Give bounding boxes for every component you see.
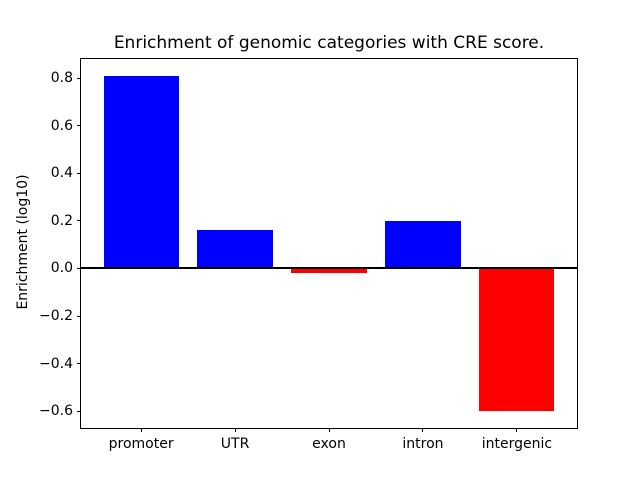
y-tick bbox=[77, 220, 81, 222]
x-tick-label-promoter: promoter bbox=[108, 436, 174, 452]
x-tick bbox=[516, 428, 518, 432]
x-tick bbox=[328, 428, 330, 432]
y-tick-label: −0.6 bbox=[39, 403, 73, 420]
x-tick bbox=[234, 428, 236, 432]
y-tick-label: 0.6 bbox=[50, 117, 73, 134]
x-tick bbox=[422, 428, 424, 432]
y-tick-label: 0.0 bbox=[50, 260, 73, 277]
x-tick-label-exon: exon bbox=[312, 436, 346, 452]
x-tick-label-intergenic: intergenic bbox=[481, 436, 553, 452]
bar-intron bbox=[385, 220, 461, 269]
chart-title: Enrichment of genomic categories with CR… bbox=[113, 33, 545, 53]
y-tick bbox=[77, 410, 81, 412]
y-tick-label: −0.4 bbox=[39, 355, 73, 372]
y-axis-label: Enrichment (log10) bbox=[15, 174, 31, 310]
bar-exon bbox=[291, 268, 367, 274]
plot-area: 0.8 0.6 0.4 0.2 0.0 −0.2 −0.4 −0.6 promoter UTR ex… bbox=[39, 58, 578, 452]
y-tick bbox=[77, 77, 81, 79]
bar-promoter bbox=[103, 75, 179, 269]
x-tick bbox=[140, 428, 142, 432]
y-tick-label: 0.8 bbox=[50, 70, 73, 87]
y-tick bbox=[77, 315, 81, 317]
y-tick bbox=[77, 172, 81, 174]
y-tick bbox=[77, 125, 81, 127]
y-tick-label: 0.4 bbox=[50, 165, 73, 182]
y-tick-label: 0.2 bbox=[50, 212, 73, 229]
y-tick-label: −0.2 bbox=[39, 308, 73, 325]
y-tick bbox=[77, 363, 81, 365]
zero-axis-line bbox=[81, 267, 577, 270]
y-tick bbox=[77, 267, 81, 269]
x-tick-label-intron: intron bbox=[402, 436, 444, 452]
bar-UTR bbox=[197, 230, 273, 269]
x-tick-label-UTR: UTR bbox=[220, 436, 250, 452]
bar-intergenic bbox=[479, 268, 555, 412]
